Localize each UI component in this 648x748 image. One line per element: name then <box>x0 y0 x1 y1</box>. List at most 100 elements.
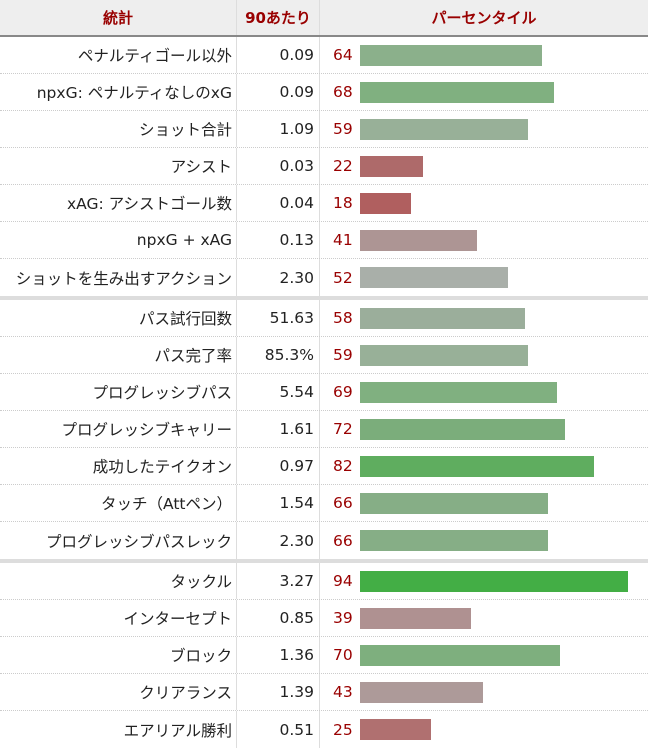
table-row: ショットを生み出すアクション 2.30 52 <box>0 259 648 296</box>
percentile-cell: 64 <box>320 37 648 73</box>
header-per90[interactable]: 90あたり <box>237 0 320 35</box>
per90-value: 5.54 <box>237 374 320 410</box>
percentile-bar <box>360 719 432 740</box>
percentile-bar-track <box>360 44 645 66</box>
percentile-bar <box>360 530 549 551</box>
percentile-bar-track <box>360 607 645 629</box>
stat-group: ペナルティゴール以外 0.09 64 npxG: ペナルティなしのxG 0.09… <box>0 37 648 296</box>
percentile-cell: 70 <box>320 637 648 673</box>
table-row: ブロック 1.36 70 <box>0 637 648 674</box>
percentile-bar <box>360 81 554 103</box>
stat-name: パス完了率 <box>0 337 237 373</box>
percentile-bar-track <box>360 719 645 740</box>
percentile-value: 52 <box>333 268 353 287</box>
percentile-value: 66 <box>333 531 353 550</box>
per90-value: 1.39 <box>237 674 320 710</box>
table-row: タックル 3.27 94 <box>0 563 648 600</box>
per90-value: 0.13 <box>237 222 320 258</box>
percentile-value: 70 <box>333 646 353 664</box>
percentile-cell: 66 <box>320 485 648 521</box>
percentile-bar-track <box>360 81 645 103</box>
stat-name: xAG: アシストゴール数 <box>0 185 237 221</box>
table-row: プログレッシブパスレック 2.30 66 <box>0 522 648 559</box>
percentile-bar-track <box>360 492 645 514</box>
percentile-value: 64 <box>333 46 353 64</box>
percentile-bar-track <box>360 455 645 477</box>
stat-name: インターセプト <box>0 600 237 636</box>
per90-value: 1.61 <box>237 411 320 447</box>
per90-value: 0.04 <box>237 185 320 221</box>
per90-value: 1.36 <box>237 637 320 673</box>
percentile-value: 66 <box>333 494 353 512</box>
percentile-value: 68 <box>333 83 353 101</box>
stat-name: クリアランス <box>0 674 237 710</box>
header-percentile[interactable]: パーセンタイル <box>431 9 537 27</box>
percentile-value: 22 <box>333 157 353 175</box>
percentile-bar <box>360 455 594 477</box>
percentile-bar-track <box>360 229 645 251</box>
percentile-value: 43 <box>333 683 353 701</box>
stat-name: npxG: ペナルティなしのxG <box>0 74 237 110</box>
percentile-bar <box>360 381 557 403</box>
per90-value: 51.63 <box>237 300 320 336</box>
per90-value: 2.30 <box>237 259 320 296</box>
percentile-bar-track <box>360 418 645 440</box>
percentile-bar <box>360 418 566 440</box>
per90-value: 0.03 <box>237 148 320 184</box>
percentile-bar <box>360 229 477 251</box>
percentile-bar-track <box>360 192 645 214</box>
stat-name: タックル <box>0 563 237 599</box>
per90-value: 0.97 <box>237 448 320 484</box>
stat-name: アシスト <box>0 148 237 184</box>
percentile-bar <box>360 344 529 366</box>
table-row: ペナルティゴール以外 0.09 64 <box>0 37 648 74</box>
stat-name: エアリアル勝利 <box>0 711 237 748</box>
table-row: npxG + xAG 0.13 41 <box>0 222 648 259</box>
stat-name: ショットを生み出すアクション <box>0 259 237 296</box>
percentile-value: 18 <box>333 194 353 212</box>
table-row: タッチ（Attペン） 1.54 66 <box>0 485 648 522</box>
percentile-bar <box>360 570 628 592</box>
per90-value: 2.30 <box>237 522 320 559</box>
stat-name: プログレッシブパス <box>0 374 237 410</box>
percentile-value: 72 <box>333 420 353 438</box>
percentile-cell: 59 <box>320 111 648 147</box>
percentile-cell: 22 <box>320 148 648 184</box>
percentile-cell: 25 <box>320 711 648 748</box>
per90-value: 1.54 <box>237 485 320 521</box>
percentile-cell: 58 <box>320 300 648 336</box>
percentile-bar-track <box>360 570 645 592</box>
percentile-cell: 41 <box>320 222 648 258</box>
section-separator <box>0 559 648 563</box>
percentile-bar-track <box>360 155 645 177</box>
stat-name: タッチ（Attペン） <box>0 485 237 521</box>
stat-group: タックル 3.27 94 インターセプト 0.85 39 ブロック 1.36 7… <box>0 563 648 748</box>
percentile-bar-track <box>360 118 645 140</box>
percentile-cell: 69 <box>320 374 648 410</box>
table-row: パス試行回数 51.63 58 <box>0 300 648 337</box>
percentile-bar <box>360 681 483 703</box>
percentile-bar <box>360 492 549 514</box>
stat-name: 成功したテイクオン <box>0 448 237 484</box>
stat-name: ショット合計 <box>0 111 237 147</box>
percentile-cell: 68 <box>320 74 648 110</box>
percentile-value: 39 <box>333 609 353 627</box>
percentile-bar <box>360 192 412 214</box>
stat-group: パス試行回数 51.63 58 パス完了率 85.3% 59 プログレッシブパス… <box>0 300 648 559</box>
per90-value: 0.51 <box>237 711 320 748</box>
percentile-bar-track <box>360 307 645 329</box>
stat-name: プログレッシブパスレック <box>0 522 237 559</box>
percentile-cell: 82 <box>320 448 648 484</box>
percentile-cell: 72 <box>320 411 648 447</box>
percentile-bar-track <box>360 381 645 403</box>
percentile-cell: 18 <box>320 185 648 221</box>
header-stat[interactable]: 統計 <box>0 0 237 35</box>
percentile-cell: 43 <box>320 674 648 710</box>
stat-name: npxG + xAG <box>0 222 237 258</box>
percentile-bar-track <box>360 681 645 703</box>
table-row: エアリアル勝利 0.51 25 <box>0 711 648 748</box>
table-row: ショット合計 1.09 59 <box>0 111 648 148</box>
percentile-bar <box>360 267 509 288</box>
percentile-bar-track <box>360 644 645 666</box>
percentile-bar <box>360 644 560 666</box>
